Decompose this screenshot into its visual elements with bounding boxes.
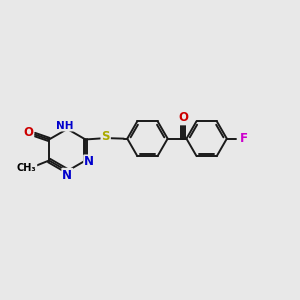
Text: O: O bbox=[178, 111, 188, 124]
Text: O: O bbox=[23, 126, 33, 139]
Text: N: N bbox=[62, 169, 72, 182]
Text: F: F bbox=[240, 132, 248, 145]
Text: NH: NH bbox=[56, 121, 73, 130]
Text: CH₃: CH₃ bbox=[17, 163, 36, 172]
Text: N: N bbox=[84, 155, 94, 168]
Text: S: S bbox=[101, 130, 110, 143]
